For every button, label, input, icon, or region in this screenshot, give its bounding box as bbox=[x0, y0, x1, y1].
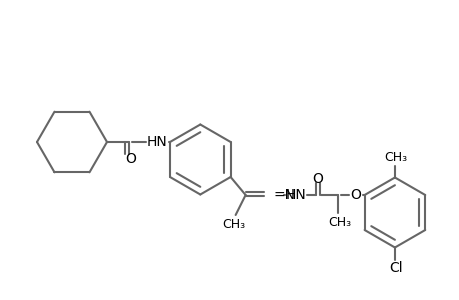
Text: O: O bbox=[125, 152, 136, 166]
Text: CH₃: CH₃ bbox=[384, 151, 407, 164]
Text: HN: HN bbox=[285, 188, 305, 202]
Text: O: O bbox=[312, 172, 322, 186]
Text: CH₃: CH₃ bbox=[222, 218, 245, 230]
Text: Cl: Cl bbox=[388, 262, 402, 275]
Text: CH₃: CH₃ bbox=[327, 215, 350, 229]
Text: HN: HN bbox=[146, 135, 167, 149]
Text: =N: =N bbox=[273, 188, 295, 202]
Text: O: O bbox=[349, 188, 360, 202]
